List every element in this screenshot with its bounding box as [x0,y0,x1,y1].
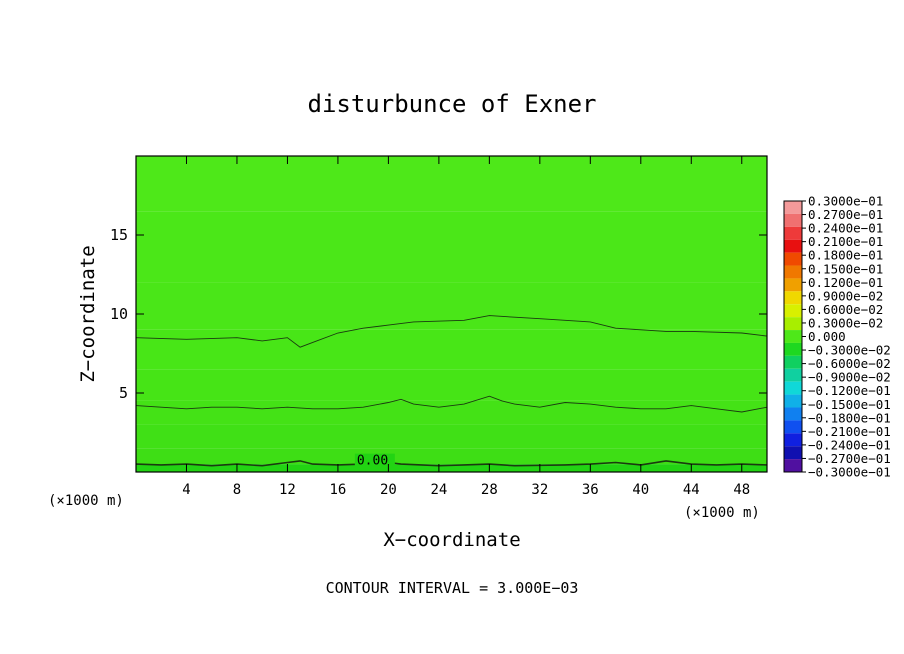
colorbar-swatch-6 [784,278,802,292]
colorbar-swatch-10 [784,330,802,343]
y-axis-ticks: 5 10 15 [110,226,767,402]
field-band-0 [136,464,767,472]
colorbar: 0.3000e−010.2700e−010.2400e−010.2100e−01… [783,194,891,480]
colorbar-swatch-15 [784,394,802,408]
colorbar-swatch-5 [784,265,802,279]
field-band-3 [136,400,767,425]
colorbar-swatch-16 [784,407,802,421]
field-band-6 [136,282,767,330]
contour-line-zero [135,460,768,467]
x-unit-right: (×1000 m) [684,505,760,521]
contour-labels: 0.00 [354,453,395,469]
colorbar-label-0: 0.3000e−01 [808,194,883,209]
colorbar-swatch-3 [784,239,802,253]
field-band-5 [136,329,767,370]
colorbar-label-1: 0.2700e−01 [808,207,883,222]
field-band-8 [136,156,767,212]
colorbar-label-8: 0.6000e−02 [808,302,883,317]
colorbar-label-7: 0.9000e−02 [808,288,883,303]
chart-title: disturbunce of Exner [308,90,597,118]
y-tick-label-5: 5 [119,384,128,402]
x-tick-label-32: 32 [531,482,548,498]
contour-lines [135,315,768,467]
x-tick-label-12: 12 [279,482,296,498]
contour-line-middle [135,395,768,413]
colorbar-swatch-20 [784,459,802,472]
colorbar-swatch-7 [784,291,802,305]
colorbar-label-6: 0.1200e−01 [808,275,883,290]
colorbar-label-10: 0.000 [808,329,846,344]
colorbar-swatch-2 [784,226,802,240]
colorbar-swatch-19 [784,446,802,460]
colorbar-label-4: 0.1800e−01 [808,248,883,263]
x-tick-label-48: 48 [733,482,750,498]
colorbar-label-13: −0.9000e−02 [808,370,891,385]
colorbar-swatch-4 [784,252,802,266]
colorbar-label-11: −0.3000e−02 [808,343,891,358]
x-tick-label-44: 44 [683,482,700,498]
colorbar-swatch-12 [784,355,802,369]
colorbar-swatch-0 [784,201,802,214]
colorbar-swatch-8 [784,304,802,318]
colorbar-label-2: 0.2400e−01 [808,221,883,236]
y-tick-label-15: 15 [110,226,128,244]
colorbar-label-12: −0.6000e−02 [808,356,891,371]
colorbar-swatch-13 [784,368,802,382]
colorbar-swatch-1 [784,213,802,227]
x-tick-label-28: 28 [481,482,498,498]
y-tick-label-10: 10 [110,305,128,323]
colorbar-swatch-14 [784,381,802,395]
field-band-4 [136,369,767,401]
x-axis-label: X−coordinate [383,529,520,551]
field-band-7 [136,211,767,283]
colorbar-label-5: 0.1500e−01 [808,261,883,276]
x-tick-label-16: 16 [329,482,346,498]
colorbar-swatch-18 [784,433,802,447]
x-tick-label-40: 40 [632,482,649,498]
colorbar-label-16: −0.1800e−01 [808,410,891,425]
colorbar-swatch-11 [784,342,802,356]
x-tick-label-20: 20 [380,482,397,498]
contour-label-bg-0 [354,453,395,466]
colorbar-label-14: −0.1200e−01 [808,383,891,398]
colorbar-label-17: −0.2100e−01 [808,424,891,439]
colorbar-swatch-17 [784,420,802,434]
x-tick-label-4: 4 [182,482,190,498]
field-band-2 [136,424,767,449]
colorbar-label-3: 0.2100e−01 [808,234,883,249]
colorbar-label-20: −0.3000e−01 [808,465,891,480]
colorbar-label-18: −0.2400e−01 [808,437,891,452]
field-band-1 [136,448,767,465]
colorbar-swatch-9 [784,317,802,331]
x-tick-label-36: 36 [582,482,599,498]
y-axis-label: Z−coordinate [77,245,99,382]
colorbar-label-15: −0.1500e−01 [808,397,891,412]
x-tick-label-24: 24 [430,482,447,498]
colorbar-label-19: −0.2700e−01 [808,451,891,466]
x-axis-ticks: 4 8 12 16 20 24 28 32 36 40 44 48 [182,156,750,498]
colorbar-label-9: 0.3000e−02 [808,315,883,330]
field-fill [136,156,767,472]
contour-label-0: 0.00 [357,454,388,469]
contour-line-upper [135,315,768,348]
x-tick-label-8: 8 [233,482,241,498]
contour-interval-footer: CONTOUR INTERVAL = 3.000E−03 [326,579,579,597]
x-unit-left: (×1000 m) [48,493,124,509]
